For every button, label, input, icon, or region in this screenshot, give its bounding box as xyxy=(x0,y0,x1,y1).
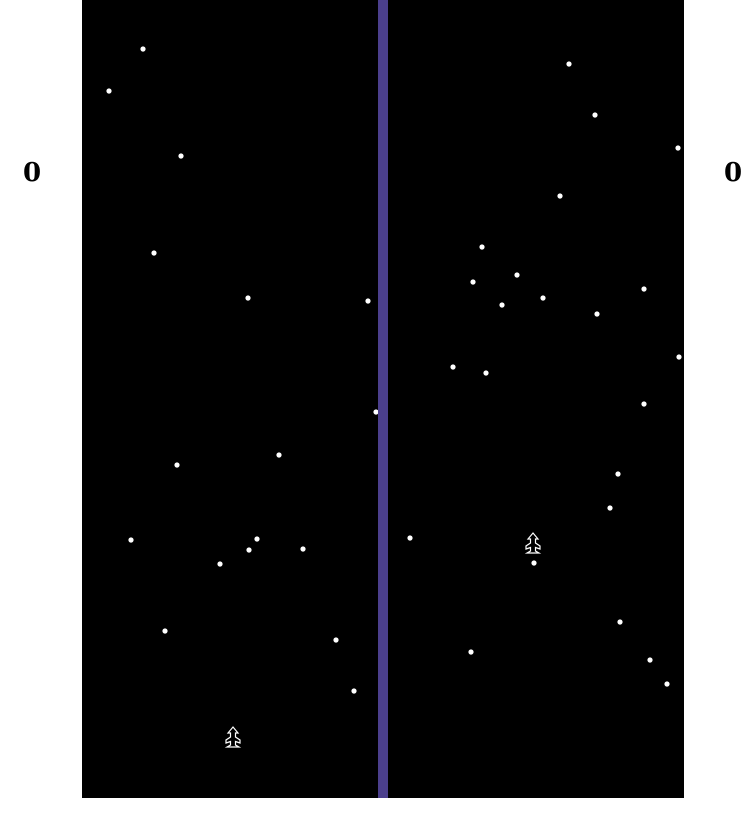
asteroid-dot xyxy=(615,471,621,477)
asteroid-dot xyxy=(607,505,613,511)
asteroid-dot xyxy=(514,272,520,278)
asteroid-dot xyxy=(647,657,653,663)
asteroid-dot xyxy=(592,112,598,118)
asteroid-dot xyxy=(483,370,489,376)
asteroid-dot xyxy=(217,561,223,567)
asteroid-dot xyxy=(246,547,252,553)
asteroid-dot xyxy=(664,681,670,687)
left-player-score: 0 xyxy=(23,158,42,188)
asteroid-dot xyxy=(641,401,647,407)
asteroid-dot xyxy=(470,279,476,285)
asteroid-dot xyxy=(407,535,413,541)
asteroid-dot xyxy=(365,298,371,304)
asteroid-dot xyxy=(300,546,306,552)
center-divider-timer xyxy=(378,0,388,798)
asteroid-dot xyxy=(479,244,485,250)
asteroid-dot xyxy=(106,88,112,94)
asteroid-dot xyxy=(617,619,623,625)
asteroid-dot xyxy=(128,537,134,543)
playfield[interactable] xyxy=(82,0,684,798)
right-player-score: 0 xyxy=(724,158,743,188)
asteroid-dot xyxy=(566,61,572,67)
asteroid-dot xyxy=(333,637,339,643)
asteroid-dot xyxy=(450,364,456,370)
asteroid-dot xyxy=(676,354,682,360)
asteroid-dot xyxy=(499,302,505,308)
asteroid-dot xyxy=(140,46,146,52)
asteroid-dot xyxy=(557,193,563,199)
asteroid-dot xyxy=(540,295,546,301)
asteroid-dot xyxy=(468,649,474,655)
asteroid-field xyxy=(106,46,682,694)
asteroid-dot xyxy=(254,536,260,542)
asteroid-dot xyxy=(641,286,647,292)
asteroid-dot xyxy=(373,409,379,415)
right-player-ship-icon xyxy=(524,532,542,554)
asteroid-dot xyxy=(151,250,157,256)
asteroid-dot xyxy=(162,628,168,634)
asteroid-dot xyxy=(245,295,251,301)
asteroid-dot xyxy=(594,311,600,317)
asteroid-dot xyxy=(351,688,357,694)
asteroid-dot xyxy=(675,145,681,151)
asteroid-dot xyxy=(178,153,184,159)
left-player-ship-icon xyxy=(224,726,242,748)
asteroid-dot xyxy=(531,560,537,566)
asteroid-dot xyxy=(174,462,180,468)
asteroid-dot xyxy=(276,452,282,458)
